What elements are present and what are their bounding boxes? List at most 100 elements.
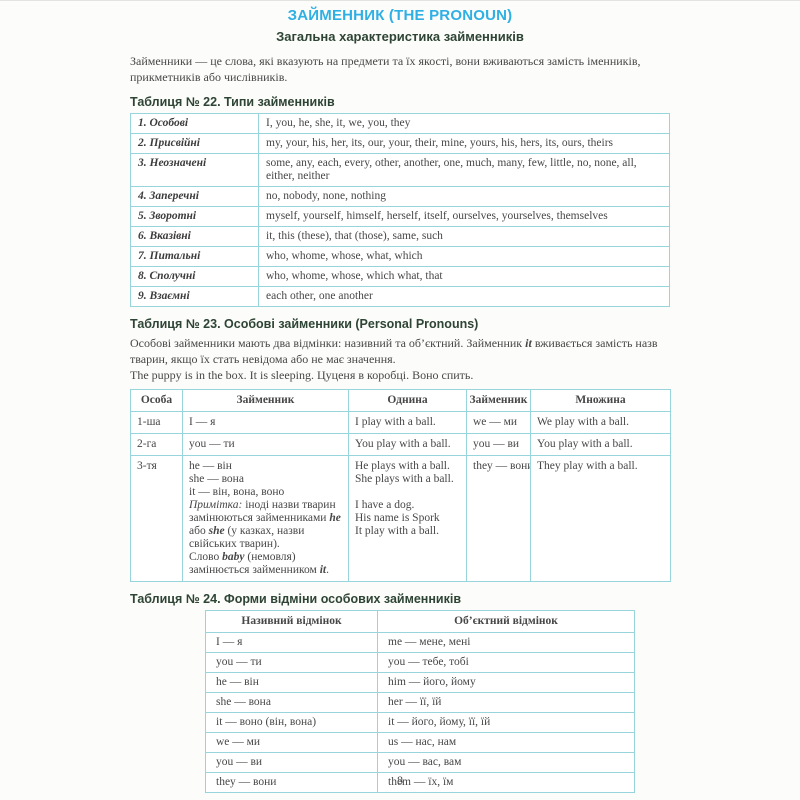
table23-caption: Таблиця № 23. Особові займенники (Person…: [130, 317, 479, 331]
pronoun-type-cell: 1. Особові: [130, 113, 259, 134]
table-header-row: Особа Займенник Однина Займенник Множина: [130, 389, 671, 412]
person-cell: 2-га: [130, 433, 183, 456]
table-row: 7. Питальні who, whome, whose, what, whic…: [130, 246, 670, 267]
note-part: (у казках, назви свійських тварин).: [189, 525, 305, 550]
objective-cell: me — мене, мені: [377, 632, 635, 653]
singular-cell: I play with a ball.: [348, 411, 467, 434]
page-title: ЗАЙМЕННИК (THE PRONOUN): [287, 7, 513, 24]
pronoun-words-cell: no, nobody, none, nothing: [258, 186, 670, 207]
baby-note-text: Слово baby (немовля) замінюється займенн…: [189, 551, 342, 577]
pronoun-line: he — він: [189, 460, 232, 472]
table-row: it — воно (він, вона) it — його, йому, її…: [205, 712, 635, 733]
table-row: you — ви you — вас, вам: [205, 752, 635, 773]
example-line: I have a dog.: [355, 499, 415, 511]
col-header-nominative: Називний відмінок: [205, 610, 378, 633]
col-header-objective: Об’єктний відмінок: [377, 610, 635, 633]
note-label: Примітка:: [189, 499, 243, 511]
note-part: іноді назви тварин замінюються займенник…: [189, 499, 336, 524]
pronoun-cell: we — ми: [466, 411, 531, 434]
singular-cell: You play with a ball.: [348, 433, 467, 456]
nominative-cell: you — ти: [205, 652, 378, 673]
intro-text: Особові займенники мають два відмінки: н…: [130, 336, 526, 350]
note-part: (немовля) замінюється займенником: [189, 551, 320, 576]
highlighted-word-she: she: [208, 525, 225, 537]
note-part: або: [189, 525, 209, 537]
pronoun-cell: you — ви: [466, 433, 531, 456]
nominative-cell: I — я: [205, 632, 378, 653]
table-row: I — я me — мене, мені: [205, 632, 635, 653]
page-content: ЗАЙМЕННИК (THE PRONOUN) Загальна характе…: [130, 1, 671, 793]
pronoun-line: it — він, вона, воно: [189, 486, 285, 498]
page-number: 8: [397, 773, 403, 787]
plural-cell: You play with a ball.: [530, 433, 671, 456]
table-header-row: Називний відмінок Об’єктний відмінок: [205, 610, 635, 633]
pronoun-type-cell: 4. Заперечні: [130, 186, 259, 207]
pronoun-types-table: 1. Особові I, you, he, she, it, we, you, …: [130, 113, 670, 307]
nominative-cell: they — вони: [205, 772, 378, 793]
plural-cell: We play with a ball.: [530, 411, 671, 434]
highlighted-word-baby: baby: [222, 551, 245, 563]
table-row: 3-тя he — він she — вона it — він, вона,…: [130, 455, 671, 582]
table-row: 9. Взаємні each other, one another: [130, 286, 670, 307]
pronoun-type-cell: 8. Сполучні: [130, 266, 259, 287]
objective-cell: them — їх, їм: [377, 772, 635, 793]
col-header-singular: Однина: [348, 389, 467, 412]
table-row: 2-га you — ти You play with a ball. you …: [130, 433, 671, 456]
table-row: 1-ша I — я I play with a ball. we — ми W…: [130, 411, 671, 434]
col-header-person: Особа: [130, 389, 183, 412]
note-part: Слово: [189, 551, 223, 563]
nominative-cell: it — воно (він, вона): [205, 712, 378, 733]
pronoun-cell: I — я: [182, 411, 349, 434]
nominative-cell: you — ви: [205, 752, 378, 773]
table-row: you — ти you — тебе, тобі: [205, 652, 635, 673]
pronoun-cell: he — він she — вона it — він, вона, воно…: [182, 455, 349, 582]
intro-paragraph: Займенники — це слова, які вказують на п…: [130, 54, 641, 84]
personal-pronouns-table: Особа Займенник Однина Займенник Множина…: [130, 389, 671, 582]
table-row: 1. Особові I, you, he, she, it, we, you, …: [130, 113, 670, 134]
nominative-cell: we — ми: [205, 732, 378, 753]
pronoun-words-cell: who, whome, whose, what, which: [258, 246, 670, 267]
personal-pronouns-intro: Особові займенники мають два відмінки: н…: [130, 335, 670, 367]
pronoun-words-cell: each other, one another: [258, 286, 670, 307]
table-row: 3. Неозначені some, any, each, every, oth…: [130, 153, 670, 187]
table-row: he — він him — його, йому: [205, 672, 635, 693]
nominative-cell: she — вона: [205, 692, 378, 713]
objective-cell: him — його, йому: [377, 672, 635, 693]
note-text: Примітка: іноді назви тварин замінюються…: [189, 499, 342, 551]
highlighted-word-he: he: [329, 512, 341, 524]
example-line: She plays with a ball.: [355, 473, 454, 485]
person-cell: 3-тя: [130, 455, 183, 582]
example-line: It play with a ball.: [355, 525, 439, 537]
table-row: 4. Заперечні no, nobody, none, nothing: [130, 186, 670, 207]
table-row: 2. Присвійні my, your, his, her, its, our…: [130, 133, 670, 154]
example-line: His name is Spork: [355, 512, 440, 524]
pronoun-type-cell: 5. Зворотні: [130, 206, 259, 227]
objective-cell: her — її, їй: [377, 692, 635, 713]
pronoun-type-cell: 9. Взаємні: [130, 286, 259, 307]
plural-cell: They play with a ball.: [530, 455, 671, 582]
table-row: she — вона her — її, їй: [205, 692, 635, 713]
pronoun-words-cell: my, your, his, her, its, our, your, thei…: [258, 133, 670, 154]
col-header-plural: Множина: [530, 389, 671, 412]
example-line: He plays with a ball.: [355, 460, 450, 472]
highlighted-word-it: it: [319, 564, 327, 576]
pronoun-type-cell: 7. Питальні: [130, 246, 259, 267]
col-header-pronoun: Займенник: [182, 389, 349, 412]
table-row: 8. Сполучні who, whome, whose, which what…: [130, 266, 670, 287]
objective-cell: you — тебе, тобі: [377, 652, 635, 673]
col-header-pronoun-2: Займенник: [466, 389, 531, 412]
pronoun-type-cell: 3. Неозначені: [130, 153, 259, 187]
table-row: 6. Вказівні it, this (these), that (those…: [130, 226, 670, 247]
pronoun-words-cell: it, this (these), that (those), same, su…: [258, 226, 670, 247]
note-part: .: [326, 564, 329, 576]
objective-cell: it — його, йому, її, їй: [377, 712, 635, 733]
table-row: 5. Зворотні myself, yourself, himself, he…: [130, 206, 670, 227]
objective-cell: us — нас, нам: [377, 732, 635, 753]
table24-caption: Таблиця № 24. Форми відміни особових зай…: [130, 592, 462, 606]
table22-caption: Таблиця № 22. Типи займенників: [130, 95, 335, 109]
person-cell: 1-ша: [130, 411, 183, 434]
pronoun-cell: they — вони: [466, 455, 531, 582]
example-sentence: The puppy is in the box. It is sleeping.…: [130, 368, 474, 382]
intro-text: вживається замість назв тварин, якщо їх …: [130, 336, 658, 366]
